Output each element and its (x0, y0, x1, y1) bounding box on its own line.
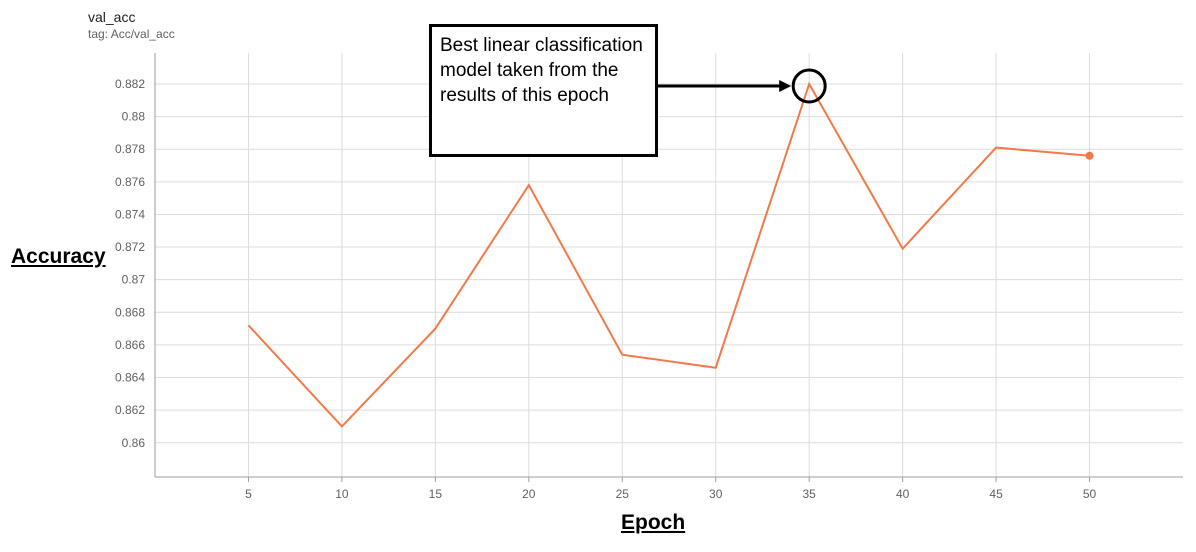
x-tick-label: 30 (709, 487, 723, 501)
last-point-marker (1085, 151, 1094, 160)
x-tick-label: 40 (896, 487, 910, 501)
y-tick-label: 0.874 (115, 207, 145, 221)
y-tick-label: 0.866 (115, 338, 145, 352)
x-tick-label: 45 (989, 487, 1003, 501)
x-axis-label: Epoch (621, 511, 686, 534)
y-tick-label: 0.862 (115, 403, 145, 417)
chart-subtitle: tag: Acc/val_acc (88, 27, 175, 41)
y-tick-label: 0.88 (122, 110, 146, 124)
y-axis-label: Accuracy (11, 245, 106, 268)
series-line (247, 81, 1090, 428)
y-tick-label: 0.87 (122, 273, 146, 287)
x-tick-label: 10 (335, 487, 349, 501)
y-tick-label: 0.864 (115, 371, 145, 385)
y-tick-label: 0.872 (115, 240, 145, 254)
x-tick-label: 25 (616, 487, 630, 501)
x-tick-label: 50 (1083, 487, 1097, 501)
y-tick-label: 0.878 (115, 142, 145, 156)
annotation-box: Best linear classification model taken f… (429, 24, 658, 157)
best-epoch-circle (791, 68, 827, 104)
y-tick-label: 0.868 (115, 305, 145, 319)
x-tick-label: 15 (429, 487, 443, 501)
y-tick-label: 0.86 (122, 436, 146, 450)
annotation-arrow-head (779, 79, 792, 92)
chart-title: val_acc (88, 9, 136, 25)
x-tick-label: 5 (245, 487, 252, 501)
y-tick-label: 0.882 (115, 77, 145, 91)
x-tick-label: 20 (522, 487, 536, 501)
y-tick-label: 0.876 (115, 175, 145, 189)
x-tick-label: 35 (803, 487, 817, 501)
